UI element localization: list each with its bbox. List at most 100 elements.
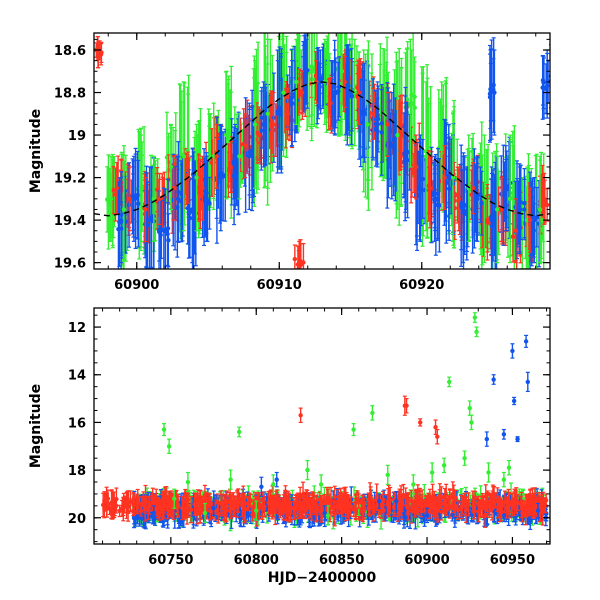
top-blue-point-20-marker	[403, 154, 409, 159]
top-green-point-1-marker	[121, 207, 127, 212]
top-blue-point-31	[492, 49, 497, 136]
top-green-point-0	[108, 155, 114, 242]
top-green-point-6	[194, 123, 199, 232]
top-red-point-8-marker	[214, 154, 219, 159]
top-blue-point-10-marker	[261, 122, 266, 127]
top-blue-point-3-marker	[161, 228, 167, 233]
top-blue-point-0-marker	[118, 217, 124, 223]
top-green-point-2	[138, 134, 144, 242]
top-green-point-4-marker	[168, 164, 174, 170]
top-blue-point-6-marker	[204, 196, 209, 202]
top-green-point-2-marker	[138, 186, 144, 191]
top-red-point-8	[214, 123, 219, 189]
top-green-point-28-marker	[507, 196, 513, 202]
top-green-point-4	[168, 123, 174, 211]
top-blue-point-6	[204, 155, 209, 242]
top-green-point-28	[507, 134, 513, 264]
top-green-point-11-marker	[265, 111, 271, 116]
top-green-point-22-marker	[423, 154, 429, 159]
top-plot-area	[94, 33, 550, 269]
top-green-point-7	[211, 102, 216, 211]
top-blue-point-0	[118, 176, 124, 264]
top-blue-point-4-marker	[175, 196, 181, 202]
top-green-point-24-marker	[450, 175, 456, 180]
top-blue-point-9-marker	[247, 154, 252, 159]
top-blue-point-7-marker	[218, 175, 224, 180]
top-green-point-17-marker	[352, 90, 357, 95]
top-blue-point-5-marker	[190, 207, 195, 212]
top-red-point-2-marker	[127, 196, 132, 202]
top-green-point-20-marker	[395, 132, 400, 138]
top-red-cluster-point	[544, 188, 550, 222]
top-blue-point-8	[232, 123, 238, 211]
top-blue-point-15-marker	[332, 90, 338, 95]
top-blue-cluster-point-marker	[207, 201, 212, 206]
top-blue-cluster-point	[379, 83, 384, 163]
top-blue-point-13-marker	[304, 69, 309, 74]
top-blue-point-26-marker	[489, 217, 494, 223]
top-blue-cluster-point	[249, 120, 255, 192]
top-blue-cluster-point-marker	[420, 176, 425, 182]
top-red-cluster-point-marker	[110, 187, 116, 193]
top-green-point-21	[408, 38, 413, 168]
top-red-cluster-point-marker	[544, 202, 550, 208]
top-red-point-23-marker	[428, 186, 433, 191]
top-blue-point-15	[332, 49, 338, 136]
top-red-point-10	[242, 113, 248, 179]
top-red-point-11	[257, 108, 262, 162]
top-blue-point-11	[275, 60, 281, 168]
top-red-point-9	[228, 140, 233, 194]
top-blue-point-8-marker	[232, 164, 238, 170]
top-x-tick-label: 60900	[114, 278, 159, 293]
top-red-point-13	[285, 87, 290, 140]
top-ticks: 60900 60910 60920 18.6 18.8 19 19.2 19.4 19.6	[54, 33, 550, 293]
top-blue-cluster-point-marker	[488, 87, 493, 92]
top-red-point-14-marker	[299, 90, 305, 95]
top-blue-point-12-marker	[289, 100, 295, 106]
top-blue-cluster-point-marker	[136, 201, 141, 206]
top-red-point-9-marker	[228, 164, 233, 170]
top-blue-point-10	[261, 81, 266, 168]
top-blue-point-16	[346, 49, 352, 136]
top-red-cluster-point-marker	[209, 160, 214, 165]
top-red-point-16	[328, 77, 333, 130]
top-red-point-31	[542, 172, 547, 225]
top-blue-point-9	[247, 102, 252, 211]
top-red-point-27	[485, 187, 490, 253]
top-green-point-12-marker	[281, 90, 286, 95]
top-blue-point-27-marker	[503, 186, 509, 191]
top-green-point-18-marker	[365, 122, 370, 127]
top-green-point-9	[237, 113, 242, 200]
top-blue-point-11-marker	[275, 111, 281, 116]
top-red-point-32	[297, 240, 302, 269]
top-blue-cluster-point-marker	[479, 201, 484, 206]
top-green-point-8	[224, 70, 229, 200]
top-green-point-11	[265, 38, 271, 189]
top-blue-point-2-marker	[147, 217, 152, 223]
top-red-point-30	[527, 187, 533, 253]
top-green-point-27-marker	[495, 207, 500, 212]
top-green-point-3	[151, 155, 157, 242]
top-blue-cluster-point	[136, 159, 141, 248]
top-red-point-21	[399, 102, 404, 168]
top-red-cluster-point-marker	[510, 234, 516, 239]
top-blue-cluster-point-marker	[522, 207, 527, 212]
top-red-point-7	[200, 155, 205, 221]
top-green-cluster-point	[105, 166, 110, 233]
top-red-point-10-marker	[242, 143, 248, 148]
top-blue-point-4	[175, 155, 181, 242]
top-red-point-22-marker	[413, 164, 419, 170]
top-blue-cluster-point-marker	[278, 108, 284, 113]
top-blue-point-22	[432, 155, 437, 242]
top-red-point-32-marker	[297, 260, 302, 265]
top-green-point-26	[482, 134, 487, 264]
top-green-point-16-marker	[339, 69, 345, 74]
top-green-point-16	[339, 33, 345, 136]
top-red-point-23	[428, 155, 433, 221]
top-red-point-19	[371, 87, 376, 140]
top-blue-point-23-marker	[446, 175, 452, 180]
top-blue-point-1-marker	[131, 196, 137, 202]
top-blue-cluster-point	[420, 138, 425, 219]
top-blue-point-19	[389, 91, 395, 200]
